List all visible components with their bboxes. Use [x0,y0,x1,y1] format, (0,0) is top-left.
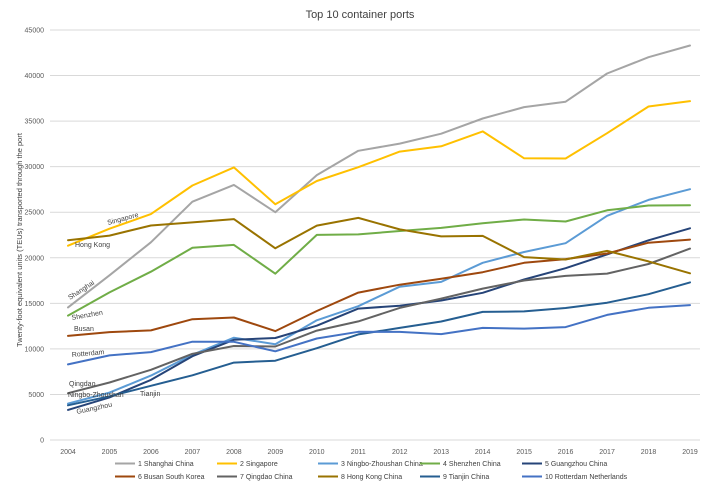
x-axis-ticks: 2004 2005 2006 2007 2008 2009 2010 2011 2012 2013… [60,449,698,456]
y-axis-ticks: 0 5000 10000 15000 20000 25000 30000 35000 40000… [25,28,45,445]
series-line-6 [67,238,691,337]
annotation-qingdao: Qingdao [69,381,96,388]
x-tick-label: 2012 [392,449,408,456]
y-tick-label: 15000 [25,301,45,308]
legend-label: 8 Hong Kong China [341,474,402,481]
annotation-shanghai: Shanghai [67,279,96,301]
series-lines [67,44,691,411]
series-line-4 [67,204,691,317]
annotation-hong-kong: Hong Kong [75,242,110,249]
annotation-rotterdam: Rotterdam [72,349,105,359]
x-tick-label: 2016 [558,449,574,456]
series-line-8 [67,216,691,275]
x-tick-label: 2007 [185,449,201,456]
series-line-3 [67,188,691,405]
y-tick-label: 5000 [28,392,44,399]
y-tick-label: 10000 [25,346,45,353]
series-line-9 [67,281,691,407]
y-tick-label: 20000 [25,255,45,262]
x-tick-label: 2006 [143,449,159,456]
y-tick-label: 30000 [25,164,45,171]
legend-label: 2 Singapore [240,461,278,468]
legend-label: 1 Shanghai China [138,461,194,468]
x-tick-label: 2004 [60,449,76,456]
x-tick-label: 2005 [102,449,118,456]
y-axis-title: Twenty-foot equivalent units (TEUs) tran… [15,132,24,347]
x-tick-label: 2008 [226,449,242,456]
legend-label: 7 Qingdao China [240,474,293,481]
x-tick-label: 2014 [475,449,491,456]
chart-title: Top 10 container ports [306,9,415,21]
series-line-5 [67,227,691,411]
series-line-1 [67,44,691,309]
x-tick-label: 2010 [309,449,325,456]
series-line-7 [67,247,691,395]
y-tick-label: 35000 [25,119,45,126]
annotation-busan: Busan [74,326,94,333]
y-tick-label: 45000 [25,28,45,35]
x-tick-label: 2015 [516,449,532,456]
line-annotations: Singapore Hong Kong Shanghai Shenzhen Bu… [67,212,160,416]
x-tick-label: 2017 [599,449,615,456]
annotation-tianjin: Tianjin [140,391,160,398]
legend-label: 9 Tianjin China [443,474,489,481]
y-tick-label: 25000 [25,210,45,217]
legend-label: 3 Ningbo-Zhoushan China [341,461,423,468]
legend: 1 Shanghai China 2 Singapore 3 Ningbo-Zhou… [115,461,628,481]
annotation-guangzhou: Guangzhou [76,402,113,416]
y-tick-label: 0 [40,438,44,445]
legend-label: 10 Rotterdam Netherlands [545,474,628,481]
legend-label: 5 Guangzhou China [545,461,607,468]
x-tick-label: 2013 [433,449,449,456]
x-tick-label: 2019 [682,449,698,456]
x-tick-label: 2011 [351,449,366,456]
legend-label: 4 Shenzhen China [443,461,501,468]
x-tick-label: 2009 [268,449,284,456]
y-tick-label: 40000 [25,73,45,80]
series-line-10 [67,304,691,366]
annotation-ningbo-zhoushan: Ningbo-Zhoushan [68,392,124,399]
x-tick-label: 2018 [641,449,657,456]
legend-label: 6 Busan South Korea [138,474,205,481]
series-line-2 [67,100,691,247]
gridlines [50,29,700,441]
